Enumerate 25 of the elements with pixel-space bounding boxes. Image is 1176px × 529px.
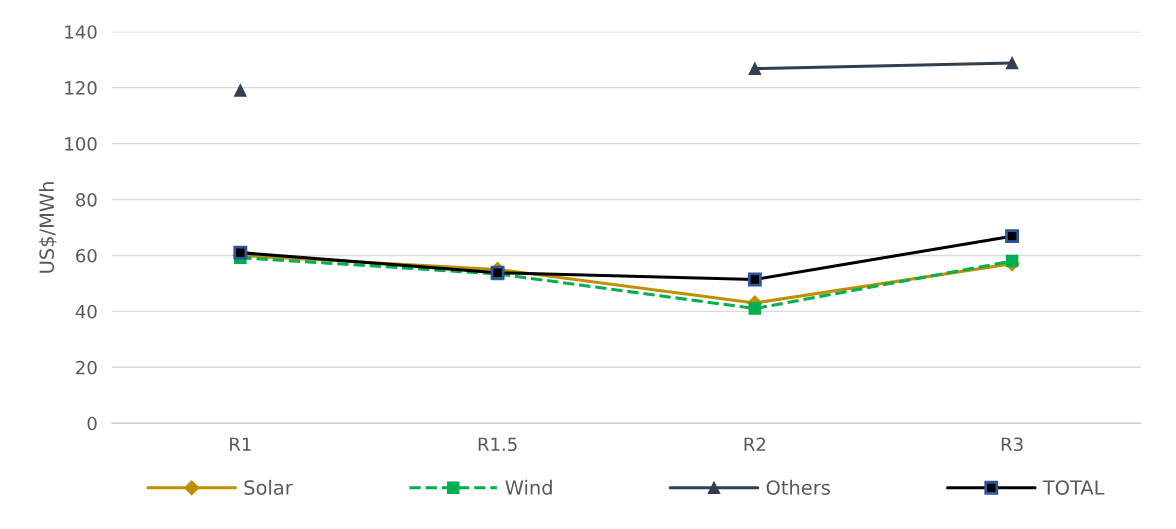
- point: [748, 302, 762, 315]
- legend-label: Others: [766, 479, 830, 495]
- legend-label: Solar: [244, 479, 293, 495]
- point: [1005, 56, 1019, 70]
- point: [748, 62, 762, 75]
- point: [234, 84, 247, 97]
- point: [747, 272, 762, 287]
- legend-label: Wind: [505, 479, 552, 495]
- x-tick-label: R1.5: [478, 437, 517, 452]
- y-tick-label: 40: [75, 304, 97, 319]
- point: [1005, 254, 1019, 268]
- legend-label: TOTAL: [1042, 480, 1105, 495]
- point: [233, 245, 248, 260]
- y-tick-label: 60: [76, 248, 97, 263]
- y-tick-label: 0: [87, 416, 97, 431]
- y-tick-label: 100: [65, 137, 97, 151]
- y-tick-label: 20: [76, 360, 97, 375]
- x-tick-label: R1: [230, 437, 251, 451]
- y-tick-label: 140: [65, 25, 97, 39]
- y-axis-title: US$/MWh: [38, 182, 57, 273]
- x-tick-label: R3: [1001, 437, 1023, 452]
- point: [1005, 229, 1020, 244]
- x-tick-label: R2: [744, 437, 766, 451]
- y-tick-label: 120: [65, 81, 97, 95]
- y-tick-label: 80: [76, 192, 97, 207]
